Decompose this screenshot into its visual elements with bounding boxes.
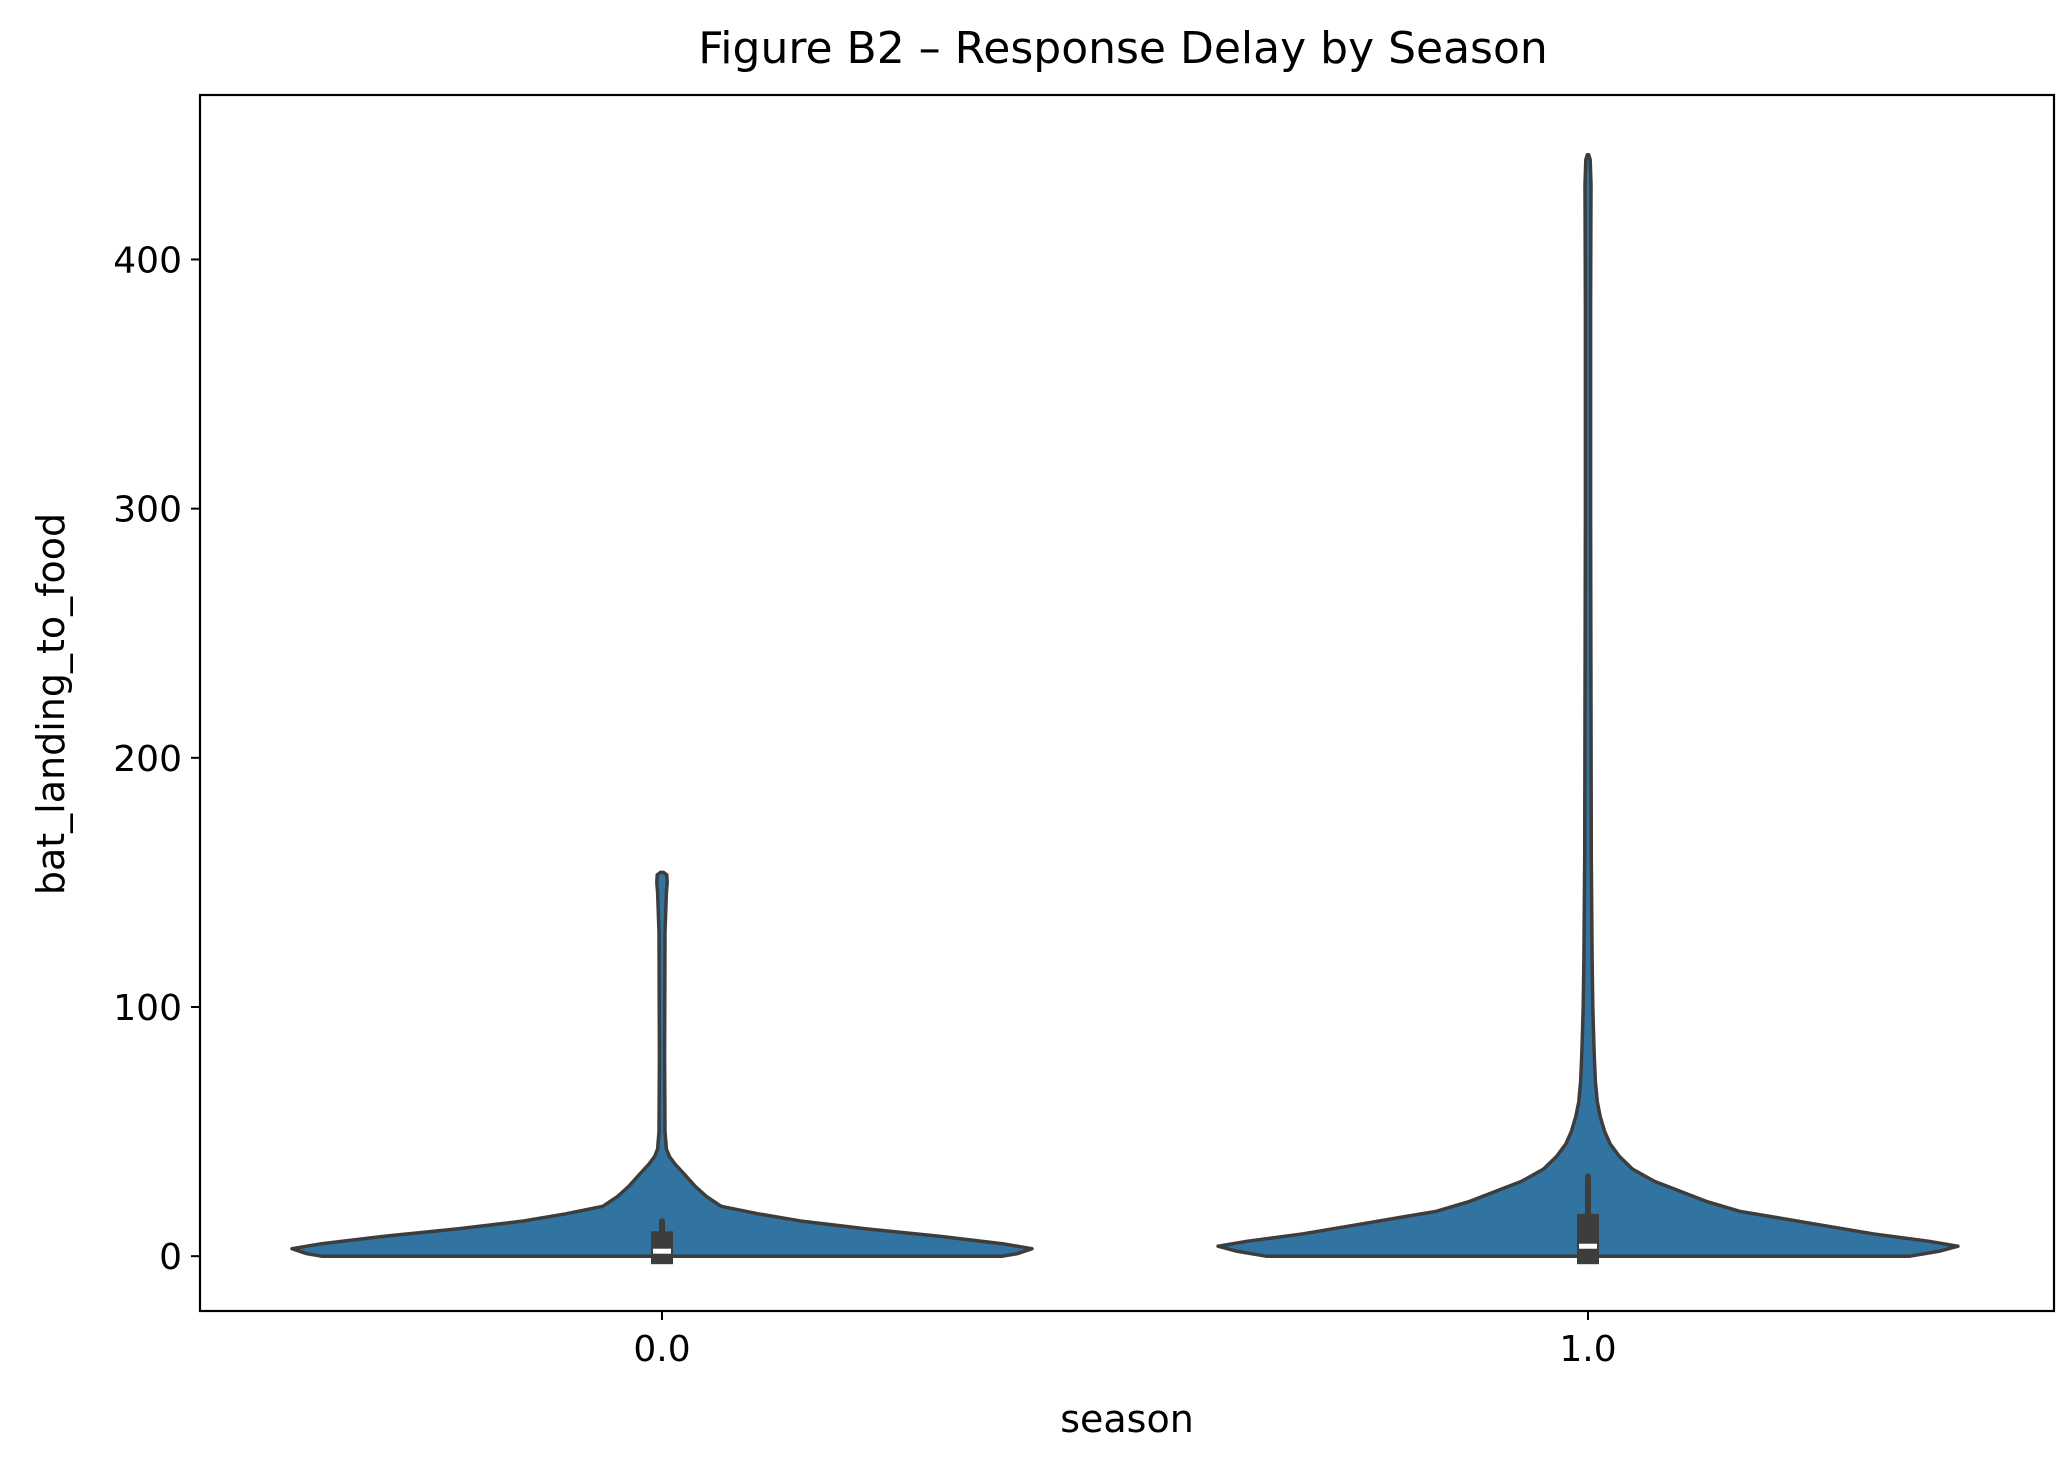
median-marker-1.0	[1579, 1243, 1597, 1249]
x-tick-label-1.0: 1.0	[1559, 1329, 1616, 1370]
axes: 0.0 1.0 0 100 200 300 400	[113, 240, 1616, 1370]
iqr-box-1.0	[1577, 1213, 1599, 1265]
plot-area	[290, 153, 1960, 1265]
iqr-box-0.0	[651, 1231, 673, 1265]
violin-body-0.0	[290, 870, 1034, 1258]
y-tick-label-0: 0	[159, 1237, 182, 1278]
violin-body-1.0	[1216, 153, 1960, 1258]
median-marker-0.0	[653, 1248, 671, 1254]
chart-title: Figure B2 – Response Delay by Season	[698, 23, 1548, 74]
y-tick-label-300: 300	[113, 490, 182, 531]
x-axis-label: season	[1060, 1397, 1194, 1441]
y-tick-label-200: 200	[113, 739, 182, 780]
y-tick-label-400: 400	[113, 240, 182, 281]
plot-frame	[198, 93, 2056, 1313]
y-tick-label-100: 100	[113, 988, 182, 1029]
x-tick-label-0.0: 0.0	[633, 1329, 690, 1370]
y-axis-label: bat_landing_to_food	[29, 513, 73, 895]
